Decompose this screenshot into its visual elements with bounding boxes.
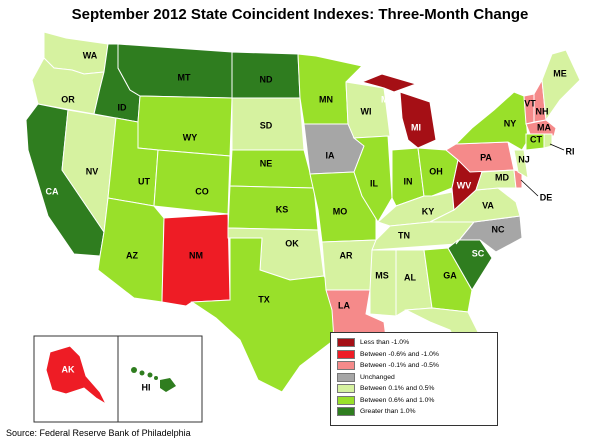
label-ME: ME <box>553 68 567 78</box>
state-IL[interactable] <box>352 135 393 223</box>
state-MA[interactable] <box>525 119 557 137</box>
label-MN: MN <box>319 94 333 104</box>
label-MS: MS <box>375 270 389 280</box>
label-IN: IN <box>404 176 413 186</box>
label-GA: GA <box>443 270 457 280</box>
leader-line-RI <box>549 143 565 151</box>
legend-item-n01: Between -0.1% and -0.5% <box>337 360 491 372</box>
label-MD: MD <box>495 172 509 182</box>
label-CO: CO <box>195 186 209 196</box>
hawaii-inset <box>117 335 203 423</box>
label-AZ: AZ <box>126 250 138 260</box>
legend-label: Between -0.1% and -0.5% <box>360 362 439 370</box>
label-NC: NC <box>492 224 505 234</box>
label-SC: SC <box>472 248 485 258</box>
leader-line-DE <box>520 179 539 197</box>
state-WY[interactable] <box>137 95 233 157</box>
label-WV: WV <box>457 180 472 190</box>
label-OH: OH <box>429 166 443 176</box>
legend-label: Between 0.1% and 0.5% <box>360 385 435 393</box>
state-AR[interactable] <box>321 239 377 291</box>
legend-swatch <box>337 338 355 348</box>
legend-label: Greater than 1.0% <box>360 408 416 416</box>
label-ND: ND <box>260 74 273 84</box>
label-SD: SD <box>260 120 273 130</box>
legend-swatch <box>337 407 355 417</box>
legend-swatch <box>337 384 355 394</box>
label-MI: MI <box>411 122 421 132</box>
label-LA: LA <box>338 300 350 310</box>
legend: Less than -1.0% Between -0.6% and -1.0% Be… <box>330 332 498 426</box>
state-CO[interactable] <box>153 149 231 215</box>
label-NY: NY <box>504 118 517 128</box>
legend-label: Between 0.6% and 1.0% <box>360 396 435 404</box>
label-MO: MO <box>333 206 348 216</box>
legend-item-p06: Between 0.6% and 1.0% <box>337 395 491 407</box>
label-AL: AL <box>404 272 416 282</box>
label-VA: VA <box>482 200 494 210</box>
label-CA: CA <box>46 186 59 196</box>
legend-label: Less than -1.0% <box>360 339 410 347</box>
label-MA: MA <box>537 122 551 132</box>
label-ID: ID <box>118 102 128 112</box>
label-IL: IL <box>370 178 379 188</box>
state-NJ[interactable] <box>513 149 529 179</box>
label-NJ: NJ <box>518 154 530 164</box>
label-UT: UT <box>138 176 150 186</box>
legend-label: Between -0.6% and -1.0% <box>360 350 439 358</box>
state-RI[interactable] <box>543 133 553 149</box>
state-MT[interactable] <box>117 43 233 99</box>
legend-swatch <box>337 349 355 359</box>
label-NV: NV <box>86 166 99 176</box>
state-MD[interactable] <box>475 169 517 191</box>
state-MS[interactable] <box>369 249 397 317</box>
state-NE[interactable] <box>229 149 315 189</box>
state-MI-upper[interactable] <box>360 73 418 93</box>
state-HI[interactable] <box>131 367 176 392</box>
label-AR: AR <box>340 250 353 260</box>
state-KS[interactable] <box>227 185 319 231</box>
label-VT: VT <box>524 98 536 108</box>
label-OR: OR <box>61 94 75 104</box>
label-DE: DE <box>540 192 553 202</box>
label-WI: WI <box>361 106 372 116</box>
legend-swatch <box>337 395 355 405</box>
label-NH: NH <box>536 106 549 116</box>
label-OK: OK <box>285 238 299 248</box>
label-AK: AK <box>62 364 75 374</box>
state-TX[interactable] <box>190 237 335 393</box>
state-GA[interactable] <box>423 247 473 313</box>
label-NM: NM <box>189 250 203 260</box>
state-AK[interactable] <box>45 345 108 406</box>
label-MI-upper: MI <box>381 94 391 104</box>
label-KS: KS <box>276 204 289 214</box>
source-text: Source: Federal Reserve Bank of Philadel… <box>6 428 191 438</box>
label-CT: CT <box>530 134 542 144</box>
legend-swatch <box>337 372 355 382</box>
label-HI: HI <box>142 382 151 392</box>
label-KY: KY <box>422 206 435 216</box>
label-RI: RI <box>566 146 575 156</box>
label-WY: WY <box>183 132 198 142</box>
map-title: September 2012 State Coincident Indexes:… <box>71 6 529 23</box>
label-IA: IA <box>326 150 336 160</box>
state-SC[interactable] <box>447 239 493 291</box>
legend-item-p01: Between 0.1% and 0.5% <box>337 383 491 395</box>
legend-label: Unchanged <box>360 373 395 381</box>
label-MT: MT <box>178 72 191 82</box>
state-AZ[interactable] <box>97 197 165 303</box>
legend-item-unch: Unchanged <box>337 372 491 384</box>
label-PA: PA <box>480 152 492 162</box>
state-MI[interactable] <box>399 91 437 149</box>
label-NE: NE <box>260 158 273 168</box>
legend-swatch <box>337 361 355 371</box>
state-NY[interactable] <box>454 91 529 151</box>
legend-item-n06: Between -0.6% and -1.0% <box>337 349 491 361</box>
label-WA: WA <box>83 50 98 60</box>
label-TX: TX <box>258 294 270 304</box>
legend-item-lt1: Less than -1.0% <box>337 337 491 349</box>
legend-item-gt1: Greater than 1.0% <box>337 406 491 418</box>
label-TN: TN <box>398 230 410 240</box>
